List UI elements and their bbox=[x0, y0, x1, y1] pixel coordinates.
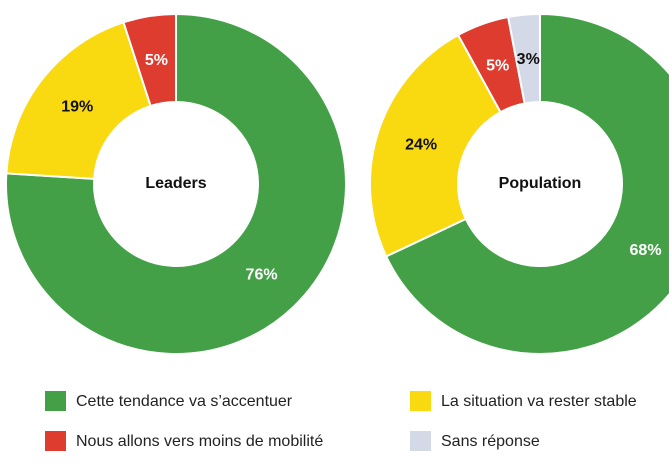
legend-swatch bbox=[45, 391, 66, 411]
legend-label: Nous allons vers moins de mobilité bbox=[76, 433, 323, 450]
legend-swatch bbox=[45, 431, 66, 451]
value-label: 19% bbox=[61, 99, 93, 116]
center-label: Leaders bbox=[145, 175, 206, 192]
legend-swatch bbox=[410, 391, 431, 411]
slice bbox=[369, 33, 502, 258]
legend-label: La situation va rester stable bbox=[441, 393, 637, 410]
slice bbox=[506, 12, 541, 105]
value-label: 76% bbox=[246, 266, 278, 283]
slice bbox=[384, 12, 669, 355]
value-label: 68% bbox=[630, 242, 662, 259]
legend-label: Sans réponse bbox=[441, 433, 540, 450]
value-label: 5% bbox=[145, 52, 168, 69]
slice bbox=[5, 12, 347, 355]
value-label: 3% bbox=[517, 51, 540, 68]
legend-label: Cette tendance va s’accentuer bbox=[76, 393, 293, 410]
legend-swatch bbox=[410, 431, 431, 451]
value-label: 24% bbox=[405, 137, 437, 154]
slice bbox=[5, 21, 152, 180]
value-label: 5% bbox=[486, 58, 509, 75]
center-label: Population bbox=[499, 175, 582, 192]
slice bbox=[122, 12, 177, 108]
